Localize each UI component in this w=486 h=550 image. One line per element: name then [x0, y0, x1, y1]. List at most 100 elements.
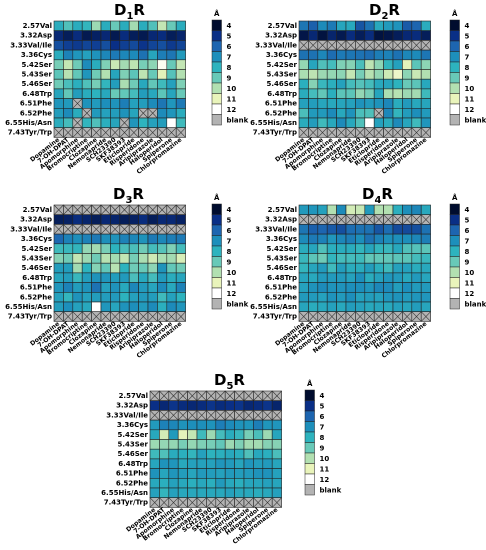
colorbar-swatch: [211, 103, 222, 115]
heatmap-cell: [262, 477, 273, 489]
heatmap-cell: [91, 49, 102, 61]
heatmap-cell: [317, 59, 328, 70]
colorbar-swatch: [211, 61, 222, 73]
colorbar-swatch: [449, 203, 460, 215]
row-label: 3.36Cys: [117, 421, 148, 429]
heatmap-cell: [298, 69, 309, 80]
heatmap-cell: [100, 243, 111, 254]
heatmap-cell: [271, 487, 282, 498]
heatmap-cell-blank: [345, 40, 356, 51]
heatmap-cell: [147, 30, 158, 41]
heatmap-cell: [234, 468, 245, 479]
heatmap-cell: [128, 49, 139, 61]
colorbar-swatch: [449, 266, 460, 278]
heatmap-cell: [224, 477, 235, 489]
heatmap-cell-blank: [168, 497, 179, 508]
heatmap-cell-blank: [420, 214, 431, 225]
colorbar-swatch: [211, 51, 222, 63]
heatmap-cell: [215, 458, 226, 469]
heatmap-cell: [81, 78, 92, 90]
heatmap-cell: [364, 291, 375, 303]
heatmap-cell-blank: [72, 224, 83, 235]
heatmap-cell: [196, 400, 207, 411]
heatmap-cell: [196, 429, 207, 440]
heatmap-cell: [81, 233, 92, 245]
heatmap-cell: [159, 419, 170, 431]
heatmap-cell: [147, 88, 158, 99]
heatmap-cell: [392, 243, 403, 254]
heatmap-cell: [262, 429, 273, 440]
heatmap-cell: [243, 419, 254, 431]
heatmap-cell: [166, 78, 177, 90]
colorbar-tick: 10: [227, 269, 237, 277]
heatmap-cell: [72, 78, 83, 90]
heatmap-cell: [138, 301, 149, 312]
heatmap-cell-blank: [53, 311, 64, 322]
colorbar-tick: 4: [465, 22, 470, 30]
heatmap-cell: [224, 458, 235, 469]
heatmap-cell: [81, 301, 92, 312]
colorbar-swatch: [304, 463, 315, 475]
heatmap-cell: [166, 291, 177, 303]
heatmap-cell: [317, 233, 328, 245]
heatmap-cell: [420, 30, 431, 41]
heatmap-cell-blank: [392, 311, 403, 322]
heatmap-cell: [317, 117, 328, 128]
heatmap-cell: [383, 233, 394, 245]
heatmap-cell: [53, 69, 64, 80]
colorbar-swatch: [449, 19, 460, 31]
colorbar-swatch: [304, 389, 315, 401]
heatmap-cell: [119, 59, 130, 70]
heatmap-cell-blank: [63, 311, 74, 322]
heatmap-cell: [166, 88, 177, 99]
row-label: 3.33Val/Ile: [10, 225, 52, 233]
heatmap-cell: [326, 69, 337, 80]
heatmap-cell: [53, 117, 64, 128]
heatmap-cell-blank: [157, 204, 168, 215]
heatmap-cell: [355, 98, 366, 109]
colorbar-legend: Å4 5 6 7 8 9 10 11 12 blank: [449, 9, 486, 126]
heatmap-cell: [392, 224, 403, 235]
heatmap-cell-blank: [138, 204, 149, 215]
heatmap-cell-blank: [110, 127, 121, 138]
heatmap-cell-blank: [308, 127, 319, 138]
heatmap-cell: [317, 243, 328, 254]
heatmap-cell: [168, 477, 179, 489]
heatmap-cell-blank: [138, 108, 149, 119]
heatmap-cell: [138, 88, 149, 99]
heatmap-cell: [63, 253, 74, 264]
colorbar-tick: 11: [465, 95, 475, 103]
heatmap-cell: [308, 20, 319, 31]
colorbar-swatch: [449, 40, 460, 52]
heatmap-cell: [383, 262, 394, 274]
heatmap-cell-blank: [336, 311, 347, 322]
heatmap-cell-blank: [149, 497, 160, 508]
heatmap-cell-blank: [298, 127, 309, 138]
heatmap-cell-blank: [72, 98, 83, 109]
heatmap-cell: [81, 69, 92, 80]
heatmap-cell: [317, 224, 328, 235]
heatmap-cell: [411, 20, 422, 31]
colorbar-tick: 4: [465, 206, 470, 214]
row-label: 3.32Asp: [265, 216, 297, 224]
heatmap-cell-blank: [224, 390, 235, 401]
heatmap-cell: [147, 301, 158, 312]
heatmap-cell: [166, 117, 177, 128]
heatmap-cell: [166, 20, 177, 31]
row-label: 5.42Ser: [117, 431, 148, 439]
heatmap-cell-blank: [110, 311, 121, 322]
heatmap-cell: [215, 429, 226, 440]
heatmap-cell: [175, 272, 186, 283]
heatmap-cell: [326, 88, 337, 99]
heatmap-cell: [187, 439, 198, 450]
colorbar-tick: 5: [320, 402, 325, 410]
row-label: 2.57Val: [23, 206, 52, 214]
heatmap-cell: [149, 477, 160, 489]
heatmap-cell: [138, 282, 149, 293]
heatmap-cell: [271, 429, 282, 440]
row-label: 6.51Phe: [265, 100, 297, 108]
heatmap-cell: [402, 69, 413, 80]
heatmap-cell: [411, 78, 422, 90]
heatmap-cell: [411, 108, 422, 119]
